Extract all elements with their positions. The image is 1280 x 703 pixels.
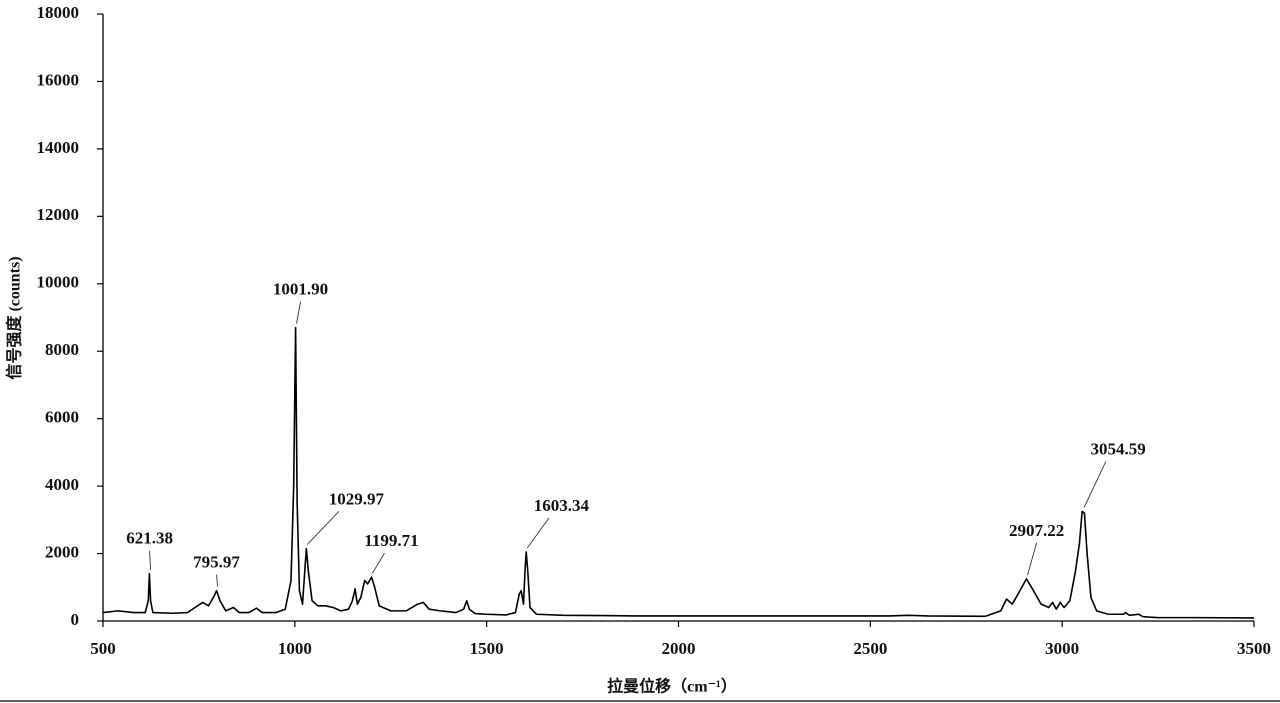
annotation-leader [216, 574, 219, 587]
annotation-leader [307, 511, 340, 545]
y-tick-label: 6000 [45, 408, 79, 427]
x-tick-label: 3500 [1237, 639, 1271, 658]
annotation-leader [149, 550, 152, 570]
annotation-leader [372, 552, 385, 574]
annotation-leader [296, 301, 302, 324]
peak-label: 1603.34 [534, 496, 590, 515]
y-tick-label: 2000 [45, 542, 79, 561]
annotation-leader [526, 517, 550, 549]
peak-label: 2907.22 [1009, 521, 1064, 540]
x-tick-label: 3000 [1045, 639, 1079, 658]
peak-label: 621.38 [126, 529, 173, 548]
y-tick-label: 4000 [45, 475, 79, 494]
peak-label: 1029.97 [329, 489, 385, 508]
y-tick-label: 18000 [37, 3, 80, 22]
peak-label: 1001.90 [273, 280, 328, 299]
x-tick-label: 2000 [662, 639, 696, 658]
y-tick-label: 8000 [45, 340, 79, 359]
x-tick-label: 500 [90, 639, 116, 658]
peak-label: 795.97 [193, 553, 240, 572]
spectrum-line [102, 326, 1255, 619]
y-tick-label: 0 [71, 610, 80, 629]
peak-label: 3054.59 [1090, 439, 1145, 458]
y-tick-label: 14000 [37, 138, 80, 157]
peak-label: 1199.71 [364, 531, 418, 550]
x-tick-label: 2500 [853, 639, 887, 658]
y-tick-label: 12000 [37, 205, 80, 224]
y-tick-label: 10000 [37, 273, 80, 292]
y-axis-label: 信号强度 (counts) [5, 256, 24, 379]
x-axis-label: 拉曼位移（cm⁻¹） [607, 677, 737, 696]
x-tick-label: 1500 [470, 639, 504, 658]
y-tick-label: 16000 [37, 70, 80, 89]
annotation-leader [1083, 461, 1107, 508]
x-tick-label: 1000 [278, 639, 312, 658]
annotation-leader [1027, 542, 1038, 575]
